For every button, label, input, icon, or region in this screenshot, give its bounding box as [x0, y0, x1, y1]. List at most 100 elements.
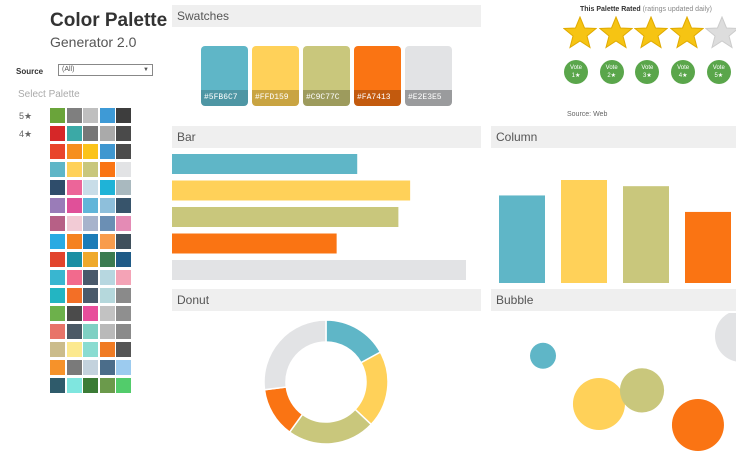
palette-color-cell	[83, 288, 98, 303]
palette-color-cell	[116, 198, 131, 213]
palette-color-cell	[99, 126, 115, 141]
bubble-panel-header: Bubble	[491, 289, 736, 311]
palette-color-cell	[50, 216, 65, 231]
vote-button[interactable]: Vote 5★	[706, 60, 731, 84]
column-mark	[499, 195, 545, 283]
palette-option[interactable]	[50, 360, 133, 375]
palette-option[interactable]	[50, 306, 133, 321]
palette-color-cell	[116, 306, 131, 321]
vote-stars: 4★	[678, 73, 688, 79]
palette-color-cell	[116, 342, 131, 357]
palette-color-cell	[116, 162, 131, 177]
palette-color-cell	[83, 216, 98, 231]
palette-grid	[50, 108, 133, 396]
palette-option[interactable]	[50, 108, 133, 123]
palette-option[interactable]	[50, 216, 133, 231]
palette-color-cell	[50, 252, 65, 267]
palette-option[interactable]	[50, 342, 133, 357]
bar-panel-header: Bar	[172, 126, 481, 148]
bubble-mark	[619, 368, 665, 413]
palette-color-cell	[99, 270, 115, 285]
color-swatch: #5FB6C7	[201, 46, 248, 106]
palette-option[interactable]	[50, 126, 133, 141]
column-mark	[561, 180, 607, 283]
palette-option[interactable]	[50, 198, 133, 213]
bubble-mark	[715, 313, 736, 362]
palette-option[interactable]	[50, 234, 133, 249]
palette-color-cell	[66, 180, 82, 195]
bubble-chart	[530, 313, 736, 451]
palette-color-cell	[50, 324, 65, 339]
palette-color-cell	[50, 288, 65, 303]
palette-color-cell	[83, 342, 98, 357]
vote-button[interactable]: Vote 2★	[599, 60, 624, 84]
vote-button[interactable]: Vote 3★	[635, 60, 660, 84]
palette-color-cell	[99, 198, 115, 213]
swatch-hex-label: #E2E3E5	[405, 90, 452, 106]
palette-color-cell	[66, 198, 82, 213]
vote-stars: 5★	[714, 73, 724, 79]
swatch-hex-label: #C9C77C	[303, 90, 350, 106]
palette-color-cell	[66, 162, 82, 177]
palette-option[interactable]	[50, 270, 133, 285]
swatch-color	[303, 46, 350, 90]
column-chart	[499, 180, 731, 283]
source-caption: Source: Web	[567, 111, 608, 118]
rating-title-text: This Palette Rated	[580, 6, 641, 13]
color-swatch: #FA7413	[354, 46, 401, 106]
palette-color-cell	[66, 108, 82, 123]
palette-color-cell	[66, 234, 82, 249]
palette-color-cell	[50, 180, 65, 195]
palette-color-cell	[83, 108, 98, 123]
palette-option[interactable]	[50, 162, 133, 177]
palette-color-cell	[99, 162, 115, 177]
vote-button[interactable]: Vote 1★	[564, 60, 588, 84]
palette-option[interactable]	[50, 252, 133, 267]
donut-panel-header: Donut	[172, 289, 481, 311]
palette-color-cell	[66, 144, 82, 159]
swatch-color	[405, 46, 452, 90]
bar-mark	[172, 180, 411, 201]
palette-color-cell	[66, 360, 82, 375]
palette-option[interactable]	[50, 180, 133, 195]
swatch-hex-label: #5FB6C7	[201, 90, 248, 106]
select-palette-label: Select Palette	[18, 89, 80, 100]
palette-option[interactable]	[50, 288, 133, 303]
palette-color-cell	[99, 306, 115, 321]
palette-color-cell	[99, 252, 115, 267]
palette-color-cell	[99, 342, 115, 357]
palette-color-cell	[116, 378, 131, 393]
star-icon	[669, 16, 704, 49]
palette-color-cell	[66, 378, 82, 393]
source-filter-dropdown[interactable]: (All) ▼	[58, 64, 153, 76]
palette-color-cell	[116, 288, 131, 303]
palette-color-cell	[66, 306, 82, 321]
palette-color-cell	[83, 270, 98, 285]
palette-option[interactable]	[50, 378, 133, 393]
vote-label: Vote	[605, 65, 618, 71]
palette-color-cell	[99, 378, 115, 393]
vote-label: Vote	[677, 65, 690, 71]
rating-title-note: (ratings updated daily)	[642, 6, 712, 13]
swatch-color	[252, 46, 299, 90]
star-icon	[563, 16, 597, 49]
palette-option[interactable]	[50, 324, 133, 339]
star-icon	[634, 16, 668, 49]
palette-color-cell	[99, 144, 115, 159]
bar-mark	[172, 154, 358, 174]
palette-color-cell	[50, 126, 65, 141]
donut-chart	[263, 319, 389, 445]
palette-color-cell	[116, 324, 131, 339]
vote-button[interactable]: Vote 4★	[671, 60, 696, 84]
palette-color-cell	[83, 360, 98, 375]
color-swatch: #E2E3E5	[405, 46, 452, 106]
rating-title: This Palette Rated (ratings updated dail…	[580, 6, 712, 13]
palette-option[interactable]	[50, 144, 133, 159]
swatch-hex-label: #FA7413	[354, 90, 401, 106]
palette-color-cell	[50, 378, 65, 393]
palette-color-cell	[116, 108, 131, 123]
palette-color-cell	[99, 288, 115, 303]
swatch-color	[201, 46, 248, 90]
column-panel-header: Column	[491, 126, 736, 148]
bar-mark	[172, 260, 466, 280]
